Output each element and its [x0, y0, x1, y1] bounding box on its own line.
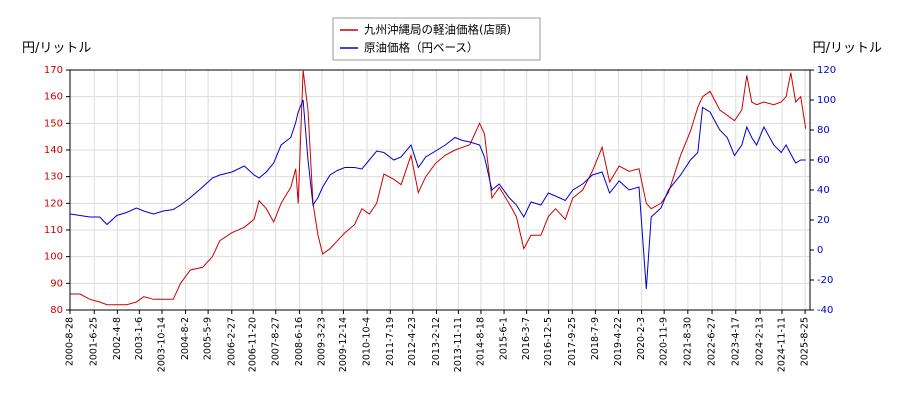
x-tick-label: 2001-6-25: [89, 317, 100, 366]
x-tick-label: 2002-4-8: [112, 317, 123, 360]
y-tick-label: 140: [44, 145, 63, 156]
x-tick-label: 2022-6-27: [707, 317, 718, 366]
x-tick-label: 2003-1-6: [134, 317, 145, 360]
x-tick-label: 2012-4-23: [407, 317, 418, 366]
x-tick-label: 2024-2-13: [755, 317, 766, 366]
y2-tick-label: 80: [817, 125, 830, 136]
x-tick-label: 2025-8-25: [800, 317, 811, 366]
y-tick-label: 160: [44, 92, 63, 103]
x-tick-label: 2013-11-11: [453, 317, 464, 372]
x-tick-label: 2016-12-5: [543, 317, 554, 366]
x-tick-label: 2015-6-1: [499, 317, 510, 360]
legend-box: [332, 17, 541, 61]
x-tick-label: 2020-2-3: [636, 317, 647, 360]
x-tick-label: 2024-11-11: [776, 317, 787, 372]
x-tick-label: 2009-3-23: [316, 317, 327, 366]
y-tick-label: 100: [44, 252, 63, 263]
y-tick-label: 80: [50, 305, 63, 316]
y-tick-label: 150: [44, 118, 63, 129]
x-tick-label: 2003-10-14: [156, 317, 167, 372]
y2-tick-label: 100: [817, 95, 836, 106]
y-tick-label: 120: [44, 198, 63, 209]
y2-tick-label: 120: [817, 65, 836, 76]
x-tick-label: 2017-9-25: [567, 317, 578, 366]
x-tick-label: 2007-8-27: [270, 317, 281, 366]
x-tick-label: 2018-7-9: [590, 317, 601, 360]
series-line: [70, 69, 807, 306]
x-tick-label: 2008-6-16: [294, 317, 305, 366]
y2-tick-label: -20: [817, 275, 833, 286]
x-tick-label: 2005-5-9: [203, 317, 214, 360]
x-tick-label: 2020-11-9: [659, 317, 670, 366]
x-tick-label: 2009-12-14: [338, 317, 349, 372]
y-tick-label: 110: [44, 225, 63, 236]
x-tick-label: 2021-8-30: [682, 317, 693, 366]
y-tick-label: 90: [50, 278, 63, 289]
y-tick-label: 130: [44, 172, 63, 183]
y2-tick-label: 20: [817, 215, 830, 226]
y2-axis-label: 円/リットル: [813, 41, 882, 56]
y2-tick-label: 60: [817, 155, 830, 166]
x-tick-label: 2006-11-20: [248, 317, 259, 372]
y-axis-label: 円/リットル: [22, 41, 91, 56]
x-tick-label: 2014-8-18: [475, 317, 486, 366]
x-tick-label: 2010-10-4: [362, 317, 373, 366]
y-tick-label: 170: [44, 65, 63, 76]
y2-tick-label: 0: [817, 245, 823, 256]
x-tick-label: 2000-8-28: [65, 317, 76, 366]
x-tick-label: 2004-8-2: [180, 317, 191, 360]
x-tick-label: 2011-7-19: [385, 317, 396, 366]
x-tick-label: 2023-4-17: [730, 317, 741, 366]
x-tick-label: 2016-3-7: [521, 317, 532, 360]
legend-label: 原油価格（円ベース）: [364, 41, 478, 55]
plot-frame: [69, 69, 811, 311]
legend-label: 九州沖縄局の軽油価格(店頭): [364, 23, 511, 37]
y2-tick-label: 40: [817, 185, 830, 196]
y2-tick-label: -40: [817, 305, 833, 316]
x-tick-label: 2006-2-27: [226, 317, 237, 366]
series-line: [70, 99, 806, 290]
x-tick-label: 2013-2-12: [431, 317, 442, 366]
x-tick-label: 2019-4-22: [613, 317, 624, 366]
